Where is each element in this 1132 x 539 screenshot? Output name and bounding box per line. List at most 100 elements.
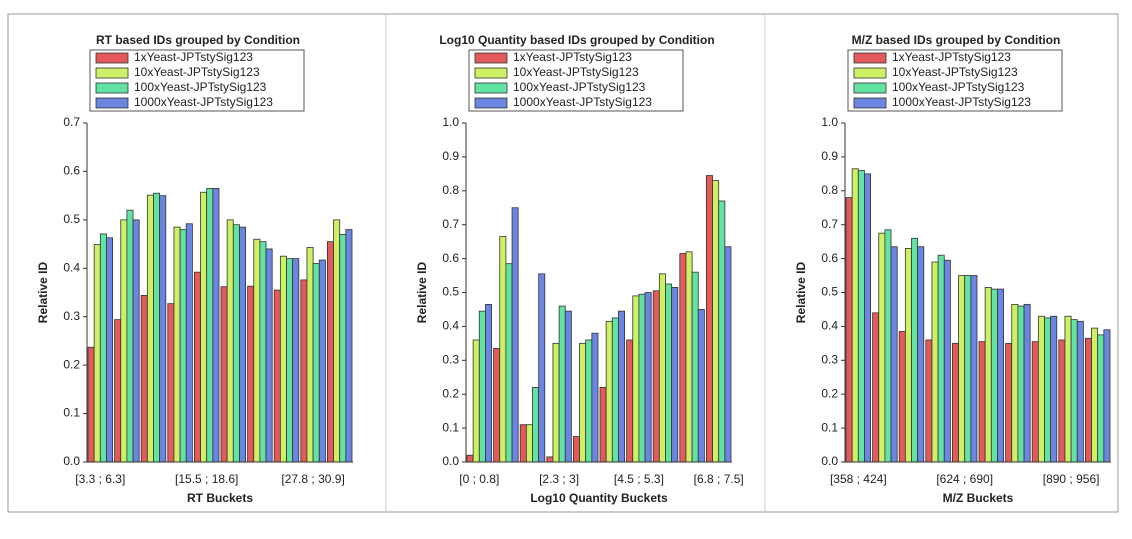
bar [114,319,122,463]
y-axis-label: Relative ID [794,261,808,323]
bar [1064,315,1072,463]
y-tick-label: 0.0 [63,454,80,468]
y-tick-label: 0.4 [442,319,459,333]
legend-swatch [474,97,508,109]
bar [99,233,107,463]
bar [611,317,619,463]
bar [872,312,880,463]
bar [232,224,240,463]
x-tick-label: [624 ; 690] [936,472,993,486]
bar [326,241,334,463]
bar [552,342,560,463]
bar [878,232,886,463]
y-tick-label: 0.1 [821,420,838,434]
bar [286,258,294,463]
legend-label: 10xYeast-JPTstySig123 [513,65,639,79]
bar [259,241,267,463]
legend-swatch [474,67,508,79]
y-tick-label: 0.9 [442,149,459,163]
bar [943,259,951,463]
bar [538,273,546,463]
y-tick-label: 0.8 [821,183,838,197]
bar [724,246,732,463]
legend-label: 1xYeast-JPTstySig123 [892,50,1011,64]
chart-title: RT based IDs grouped by Condition [96,33,300,47]
bar [558,305,566,463]
legend-label: 10xYeast-JPTstySig123 [134,65,260,79]
bar [958,275,966,463]
bar [226,219,234,463]
y-tick-label: 0.6 [821,251,838,265]
bar [345,229,353,463]
bar [585,339,593,463]
y-tick-label: 0.1 [63,406,80,420]
y-tick-label: 0.7 [821,217,838,231]
legend-label: 10xYeast-JPTstySig123 [892,65,1018,79]
bar [120,219,128,463]
chart-title: M/Z based IDs grouped by Condition [852,33,1061,47]
bar [890,246,898,463]
bar [970,275,978,463]
bar [679,253,687,463]
y-tick-label: 0.0 [821,454,838,468]
y-tick-label: 0.2 [442,386,459,400]
bar [1005,342,1013,463]
bar [478,310,486,463]
bar [952,342,959,463]
y-tick-label: 1.0 [821,115,838,129]
bar [937,254,945,463]
bar [665,283,673,463]
legend-label: 1000xYeast-JPTstySig123 [892,95,1031,109]
bar [652,290,660,463]
legend-swatch [853,52,887,64]
bar [532,387,540,463]
bar [318,259,326,463]
y-tick-label: 0.7 [442,217,459,231]
y-tick-label: 0.7 [63,115,80,129]
bar [519,424,527,463]
bar [466,454,474,463]
bar [132,219,140,463]
bar [185,223,193,463]
bar [658,273,666,463]
bar [247,285,255,463]
y-tick-label: 0.3 [442,352,459,366]
y-tick-label: 0.2 [63,357,80,371]
x-tick-label: [15.5 ; 18.6] [175,472,238,486]
x-axis-label: Log10 Quantity Buckets [530,491,668,505]
bar [845,197,853,463]
x-axis-label: M/Z Buckets [943,491,1014,505]
bar [925,339,933,463]
bar [279,255,287,463]
legend-swatch [95,52,129,64]
bar [691,271,699,463]
bar [511,207,519,463]
bar [605,320,613,463]
legend-label: 100xYeast-JPTstySig123 [892,80,1025,94]
bar [1023,303,1031,463]
bar [159,195,167,463]
bar [671,287,679,463]
legend-swatch [853,82,887,94]
bar [146,194,154,463]
legend-label: 100xYeast-JPTstySig123 [134,80,267,94]
bar [1017,305,1025,463]
bar [1058,339,1066,463]
bar [990,288,998,463]
y-tick-label: 0.9 [821,149,838,163]
bar [564,310,572,463]
bar [200,191,208,463]
bar [997,288,1005,463]
bar [472,339,480,463]
bar [265,248,273,463]
bar [573,436,580,463]
legend-swatch [95,67,129,79]
bar [1091,327,1099,463]
y-tick-label: 0.1 [442,420,459,434]
bar [1037,315,1045,463]
bar [931,261,939,463]
bar [712,180,720,463]
y-tick-label: 1.0 [442,115,459,129]
bar [292,258,300,463]
y-tick-label: 0.5 [821,285,838,299]
